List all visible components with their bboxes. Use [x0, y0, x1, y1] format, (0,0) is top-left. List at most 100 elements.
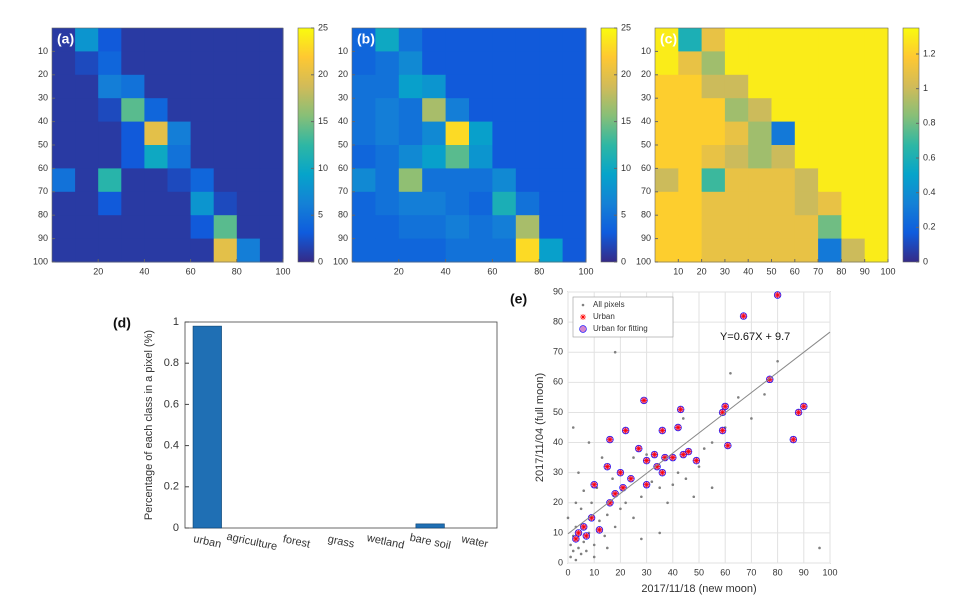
- heatmap-cell: [75, 74, 99, 99]
- heatmap-cell: [771, 215, 796, 240]
- heatmap-cell: [492, 98, 517, 123]
- scatter-point: [582, 489, 586, 493]
- heatmap-cell: [655, 51, 679, 76]
- heatmap-cell: [864, 74, 889, 99]
- heatmap-cell: [841, 121, 866, 146]
- scatter-point: [606, 499, 613, 506]
- heatmap-cell: [213, 215, 238, 240]
- x-tick-label: 30: [642, 567, 652, 577]
- plot-frame: [184, 321, 498, 529]
- heatmap-cell: [724, 145, 749, 169]
- heatmap-cell: [492, 145, 517, 169]
- scatter-point: [632, 516, 635, 520]
- heatmap-cell: [469, 28, 493, 52]
- heatmap-cell: [144, 51, 168, 76]
- y-tick-label: 70: [641, 186, 651, 196]
- heatmap-cell: [213, 145, 238, 169]
- heatmap-cell: [422, 98, 447, 123]
- heatmap-cell: [259, 191, 284, 216]
- scatter-point: [658, 486, 661, 490]
- heatmap-cell: [98, 238, 122, 263]
- colorbar-tick-label: 1.2: [923, 48, 936, 58]
- heatmap-cell: [492, 191, 517, 216]
- scatter-point: [574, 558, 578, 562]
- scatter-point: [702, 447, 706, 450]
- heatmap-cell: [398, 145, 423, 169]
- heatmap-cell: [213, 28, 238, 52]
- heatmap-cell: [445, 121, 470, 146]
- heatmap-cell: [655, 191, 679, 216]
- heatmap-cell: [445, 28, 470, 52]
- heatmap-cell: [75, 191, 99, 216]
- heatmap-cell: [724, 98, 749, 123]
- y-tick-label: 10: [38, 46, 48, 56]
- y-tick-label: 10: [553, 527, 563, 537]
- scatter-point: [566, 516, 570, 520]
- scatter-point: [675, 424, 682, 431]
- legend-marker: [580, 314, 586, 320]
- heatmap-cell: [771, 74, 796, 99]
- scatter-point: [697, 465, 701, 468]
- y-axis-label: 2017/11/04 (full moon): [534, 373, 546, 482]
- heatmap-cell: [864, 238, 889, 263]
- colorbar: [902, 27, 920, 263]
- heatmap-cell: [422, 121, 447, 146]
- x-tick-label: 80: [534, 266, 544, 276]
- heatmap-cell: [398, 28, 423, 52]
- heatmap-cell: [655, 145, 679, 169]
- heatmap-cell: [724, 238, 749, 263]
- heatmap-cell: [236, 215, 261, 240]
- heatmap-cell: [422, 51, 447, 76]
- heatmap-cell: [701, 145, 726, 169]
- heatmap-cell: [515, 74, 540, 99]
- heatmap-cell: [794, 215, 819, 240]
- heatmap-cell: [701, 238, 726, 263]
- scatter-point: [588, 514, 595, 521]
- y-tick-label: 30: [553, 467, 563, 477]
- heatmap-cell: [748, 74, 772, 99]
- heatmap-cell: [818, 121, 842, 146]
- heatmap-cell: [864, 215, 889, 240]
- heatmap-cell: [75, 238, 99, 263]
- colorbar-tick-label: 0: [923, 256, 928, 266]
- scatter-point: [640, 495, 643, 499]
- heatmap-cell: [562, 28, 587, 52]
- heatmap-cell: [98, 51, 122, 76]
- heatmap-cell: [98, 121, 122, 146]
- x-tick-label: 60: [487, 266, 497, 276]
- heatmap-cell: [144, 215, 168, 240]
- heatmap-cell: [190, 238, 215, 263]
- heatmap-cell: [539, 51, 564, 76]
- heatmap-cell: [190, 215, 215, 240]
- x-tick-label: 100: [822, 567, 837, 577]
- heatmap-cell: [352, 51, 376, 76]
- scatter-point: [579, 507, 583, 511]
- y-tick-label: 0.8: [164, 357, 179, 369]
- heatmap-cell: [818, 191, 842, 216]
- heatmap-cell: [144, 168, 168, 193]
- scatter-point: [619, 507, 622, 511]
- heatmap-cell: [539, 168, 564, 193]
- heatmap-cell: [515, 168, 540, 193]
- scatter-point: [645, 453, 648, 456]
- heatmap-cell: [748, 238, 772, 263]
- scatter-point: [572, 535, 579, 542]
- heatmap-cell: [236, 98, 261, 123]
- heatmap-cell: [701, 98, 726, 123]
- heatmap-cell: [445, 51, 470, 76]
- x-tick-label: 50: [766, 266, 776, 276]
- scatter-point: [685, 448, 692, 455]
- y-tick-label: 60: [38, 163, 48, 173]
- heatmap-cell: [75, 121, 99, 146]
- heatmap-cell: [167, 215, 192, 240]
- scatter-point: [582, 540, 586, 544]
- heatmap-cell: [98, 145, 122, 169]
- heatmap-cell: [771, 121, 796, 146]
- heatmap-cell: [562, 238, 587, 263]
- heatmap-cell: [748, 28, 772, 52]
- scatter-point: [640, 537, 643, 541]
- heatmap-cell: [259, 28, 284, 52]
- x-tick-label: 60: [790, 266, 800, 276]
- heatmap-cell: [98, 215, 122, 240]
- heatmap-cell: [492, 168, 517, 193]
